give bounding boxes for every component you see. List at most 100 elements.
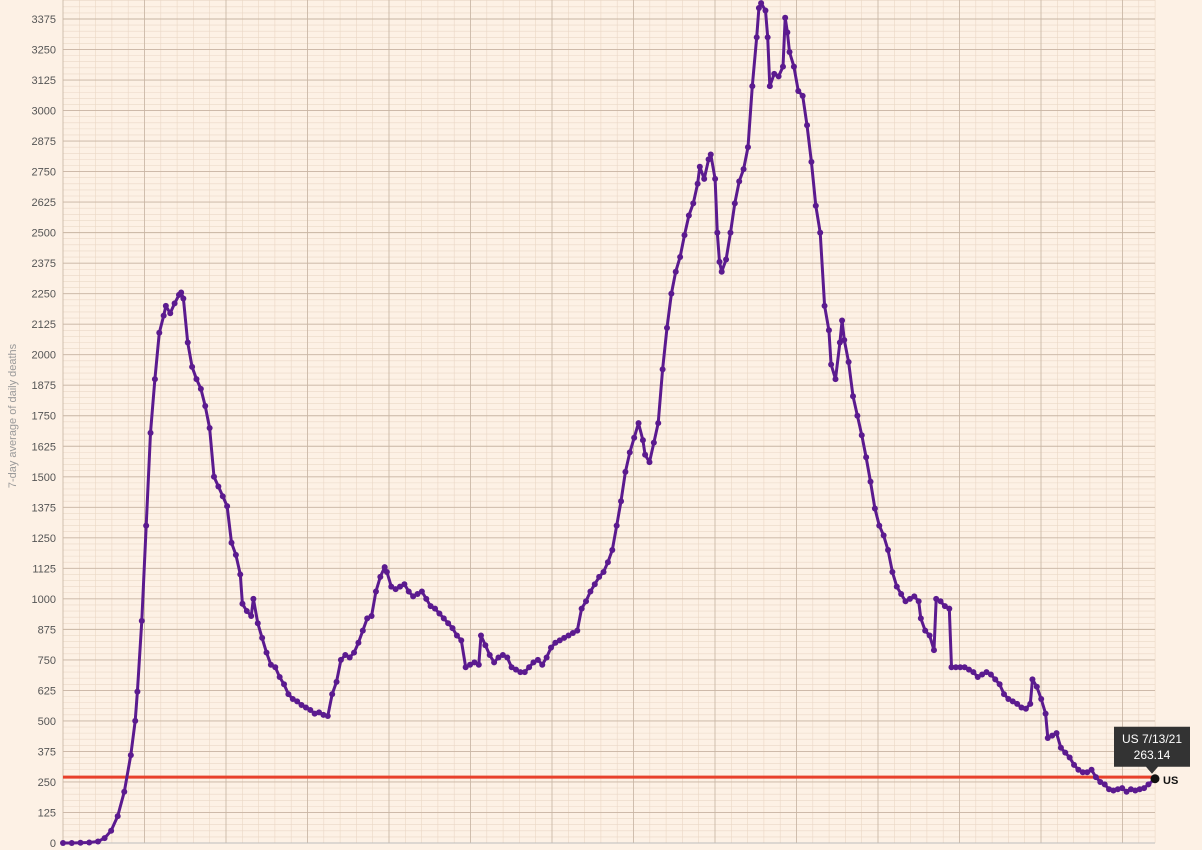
- tooltip-value: 263.14: [1134, 748, 1171, 762]
- data-point: [171, 300, 178, 307]
- data-point: [499, 652, 506, 659]
- data-point: [858, 432, 865, 439]
- data-point: [359, 627, 366, 634]
- data-point: [821, 302, 828, 309]
- data-point: [863, 454, 870, 461]
- data-point: [646, 459, 653, 466]
- y-tick-label: 1250: [32, 533, 56, 545]
- data-point: [548, 644, 555, 651]
- data-point: [180, 295, 187, 302]
- data-point: [979, 671, 986, 678]
- data-point: [1092, 774, 1099, 781]
- data-point: [871, 505, 878, 512]
- data-point: [663, 324, 670, 331]
- tooltip-box: [1114, 726, 1190, 774]
- data-point: [517, 669, 524, 676]
- data-point: [237, 571, 244, 578]
- data-point: [1097, 778, 1104, 785]
- data-point: [799, 92, 806, 99]
- data-point: [86, 839, 93, 846]
- data-point: [224, 503, 231, 510]
- y-tick-label: 875: [38, 624, 56, 636]
- data-point: [405, 588, 412, 595]
- data-point: [574, 627, 581, 634]
- data-point: [337, 656, 344, 663]
- data-point: [436, 610, 443, 617]
- data-point: [512, 666, 519, 673]
- y-tick-label: 0: [50, 838, 56, 850]
- y-tick-label: 1750: [32, 411, 56, 423]
- data-point: [351, 649, 358, 656]
- data-point: [946, 605, 953, 612]
- data-point: [307, 706, 314, 713]
- data-point: [926, 632, 933, 639]
- data-point: [504, 654, 511, 661]
- data-point: [397, 583, 404, 590]
- data-point: [294, 698, 301, 705]
- data-point: [151, 376, 158, 383]
- y-tick-label: 1000: [32, 594, 56, 606]
- data-point: [714, 229, 721, 236]
- data-point: [876, 522, 883, 529]
- data-point: [539, 661, 546, 668]
- data-point: [259, 634, 266, 641]
- data-point: [933, 595, 940, 602]
- data-point: [836, 339, 843, 346]
- data-point: [526, 664, 533, 671]
- data-point: [316, 709, 323, 716]
- data-point: [930, 647, 937, 654]
- data-point: [272, 664, 279, 671]
- data-point: [127, 752, 134, 759]
- y-tick-label: 1375: [32, 502, 56, 514]
- data-point: [1066, 754, 1073, 761]
- data-point: [893, 583, 900, 590]
- y-tick-label: 375: [38, 746, 56, 758]
- data-point: [631, 434, 638, 441]
- data-point: [132, 717, 139, 724]
- data-point: [267, 661, 274, 668]
- data-point: [215, 483, 222, 490]
- data-point: [587, 588, 594, 595]
- data-point: [1123, 788, 1130, 795]
- data-point: [565, 632, 572, 639]
- hover-tooltip: US 7/13/21 263.14: [1114, 726, 1190, 774]
- data-point: [1001, 691, 1008, 698]
- y-tick-label: 250: [38, 777, 56, 789]
- y-tick-label: 2625: [32, 197, 56, 209]
- data-point: [556, 637, 563, 644]
- major-grid: [62, 0, 1155, 844]
- data-point: [160, 312, 167, 319]
- data-point: [996, 681, 1003, 688]
- data-point: [1044, 735, 1051, 742]
- data-point: [600, 568, 607, 575]
- data-point: [453, 632, 460, 639]
- data-point: [263, 649, 270, 656]
- plot-background: [63, 0, 1155, 845]
- data-point: [561, 634, 568, 641]
- data-point: [167, 310, 174, 317]
- data-point: [162, 302, 169, 309]
- data-point: [388, 583, 395, 590]
- data-point: [427, 603, 434, 610]
- data-point: [727, 229, 734, 236]
- data-point: [1101, 781, 1108, 788]
- data-point: [1053, 730, 1060, 737]
- data-point: [755, 5, 762, 12]
- data-point: [639, 437, 646, 444]
- data-point: [482, 642, 489, 649]
- data-point: [583, 598, 590, 605]
- data-point: [578, 605, 585, 612]
- data-point: [1084, 769, 1091, 776]
- data-point: [243, 608, 250, 615]
- data-point: [449, 625, 456, 632]
- y-tick-label: 1500: [32, 472, 56, 484]
- data-point: [329, 691, 336, 698]
- data-point: [825, 327, 832, 334]
- series-points-us: [60, 0, 1160, 846]
- data-point: [880, 532, 887, 539]
- data-point: [786, 48, 793, 55]
- data-point: [854, 412, 861, 419]
- data-point: [961, 664, 968, 671]
- data-point: [867, 478, 874, 485]
